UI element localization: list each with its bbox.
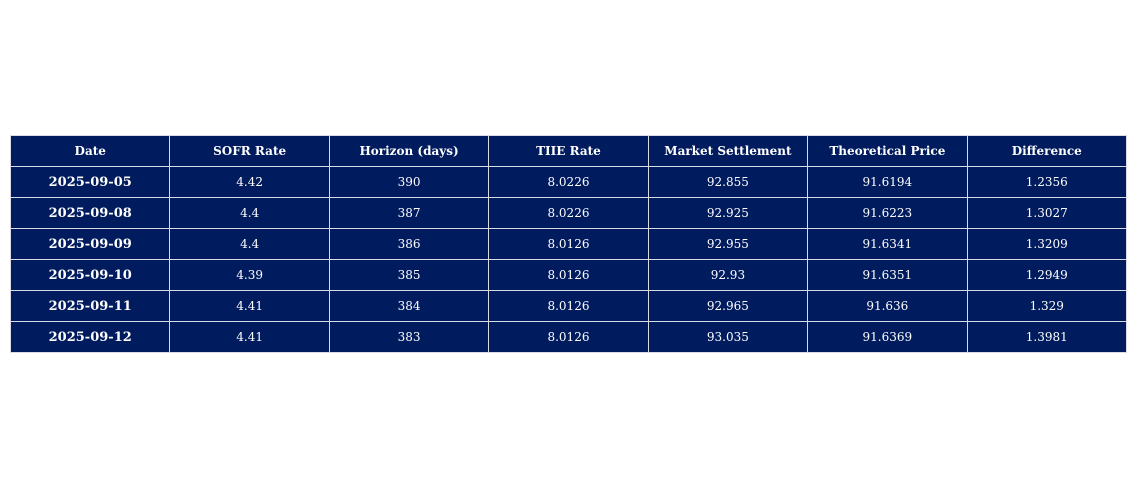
column-header: Theoretical Price	[807, 135, 968, 167]
table-cell: 4.4	[169, 197, 330, 229]
column-header: Difference	[966, 135, 1128, 167]
table-cell: 1.3027	[966, 197, 1128, 229]
table-cell: 4.4	[169, 228, 330, 260]
table-cell: 91.6341	[807, 228, 968, 260]
table-cell: 8.0126	[488, 228, 649, 260]
table-cell: 8.0226	[488, 197, 649, 229]
date-cell: 2025-09-11	[9, 290, 171, 322]
table-cell: 1.3981	[966, 321, 1128, 353]
date-cell: 2025-09-09	[9, 228, 171, 260]
column-header: TIIE Rate	[488, 135, 649, 167]
table-row: 2025-09-11 4.41 384 8.0126 92.965 91.636 1.329	[9, 290, 1128, 322]
table-header: Date SOFR Rate Horizon (days) TIIE Rate Mark…	[9, 135, 1128, 167]
table-row: 2025-09-10 4.39 385 8.0126 92.93 91.6351 1.294…	[9, 259, 1128, 291]
table-cell: 8.0226	[488, 166, 649, 198]
table-cell: 8.0126	[488, 290, 649, 322]
table-cell: 390	[328, 166, 490, 198]
data-table: Date SOFR Rate Horizon (days) TIIE Rate Mark…	[9, 135, 1128, 353]
table-cell: 91.6194	[807, 166, 968, 198]
column-header: Market Settlement	[647, 135, 809, 167]
table-body: 2025-09-05 4.42 390 8.0226 92.855 91.6194 1.23…	[9, 166, 1128, 353]
table-cell: 92.855	[647, 166, 809, 198]
table-row: 2025-09-12 4.41 383 8.0126 93.035 91.6369 1.39…	[9, 321, 1128, 353]
data-table-container: Date SOFR Rate Horizon (days) TIIE Rate Mark…	[9, 135, 1128, 353]
table-cell: 91.6351	[807, 259, 968, 291]
date-cell: 2025-09-12	[9, 321, 171, 353]
table-header-row: Date SOFR Rate Horizon (days) TIIE Rate Mark…	[9, 135, 1128, 167]
date-cell: 2025-09-08	[9, 197, 171, 229]
table-cell: 386	[328, 228, 490, 260]
table-cell: 4.41	[169, 321, 330, 353]
table-cell: 92.93	[647, 259, 809, 291]
table-cell: 1.329	[966, 290, 1128, 322]
table-cell: 93.035	[647, 321, 809, 353]
table-row: 2025-09-05 4.42 390 8.0226 92.855 91.6194 1.23…	[9, 166, 1128, 198]
table-cell: 92.955	[647, 228, 809, 260]
table-cell: 91.636	[807, 290, 968, 322]
table-cell: 387	[328, 197, 490, 229]
table-cell: 383	[328, 321, 490, 353]
table-cell: 385	[328, 259, 490, 291]
table-cell: 91.6223	[807, 197, 968, 229]
table-cell: 92.965	[647, 290, 809, 322]
table-cell: 4.41	[169, 290, 330, 322]
table-row: 2025-09-08 4.4 387 8.0226 92.925 91.6223 1.302…	[9, 197, 1128, 229]
table-row: 2025-09-09 4.4 386 8.0126 92.955 91.6341 1.320…	[9, 228, 1128, 260]
date-cell: 2025-09-10	[9, 259, 171, 291]
table-cell: 1.3209	[966, 228, 1128, 260]
column-header: Date	[9, 135, 171, 167]
column-header: SOFR Rate	[169, 135, 330, 167]
table-cell: 1.2356	[966, 166, 1128, 198]
column-header: Horizon (days)	[328, 135, 490, 167]
table-cell: 1.2949	[966, 259, 1128, 291]
table-cell: 384	[328, 290, 490, 322]
table-cell: 91.6369	[807, 321, 968, 353]
date-cell: 2025-09-05	[9, 166, 171, 198]
table-cell: 8.0126	[488, 259, 649, 291]
table-cell: 8.0126	[488, 321, 649, 353]
table-cell: 4.39	[169, 259, 330, 291]
table-cell: 92.925	[647, 197, 809, 229]
table-cell: 4.42	[169, 166, 330, 198]
